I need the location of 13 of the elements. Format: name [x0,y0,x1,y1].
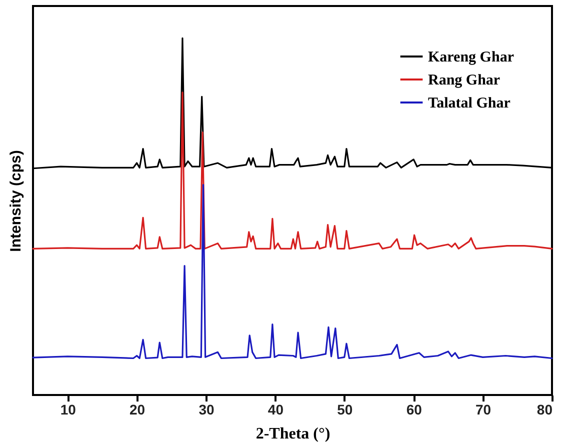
legend-label: Rang Ghar [428,72,500,88]
x-tick-label: 10 [60,402,76,418]
x-tick-label: 70 [476,402,492,418]
x-tick-label: 80 [536,402,553,418]
x-tick-label: 20 [130,402,146,418]
legend-label: Kareng Ghar [428,50,514,66]
x-axis-title: 2-Theta (°) [256,426,330,442]
y-axis-title: Intensity (cps) [8,150,24,252]
x-tick-label: 60 [406,402,422,418]
legend-label: Talatal Ghar [428,96,511,112]
x-tick-label: 40 [268,402,284,418]
x-tick-label: 30 [198,402,214,418]
x-tick-label: 50 [337,402,353,418]
